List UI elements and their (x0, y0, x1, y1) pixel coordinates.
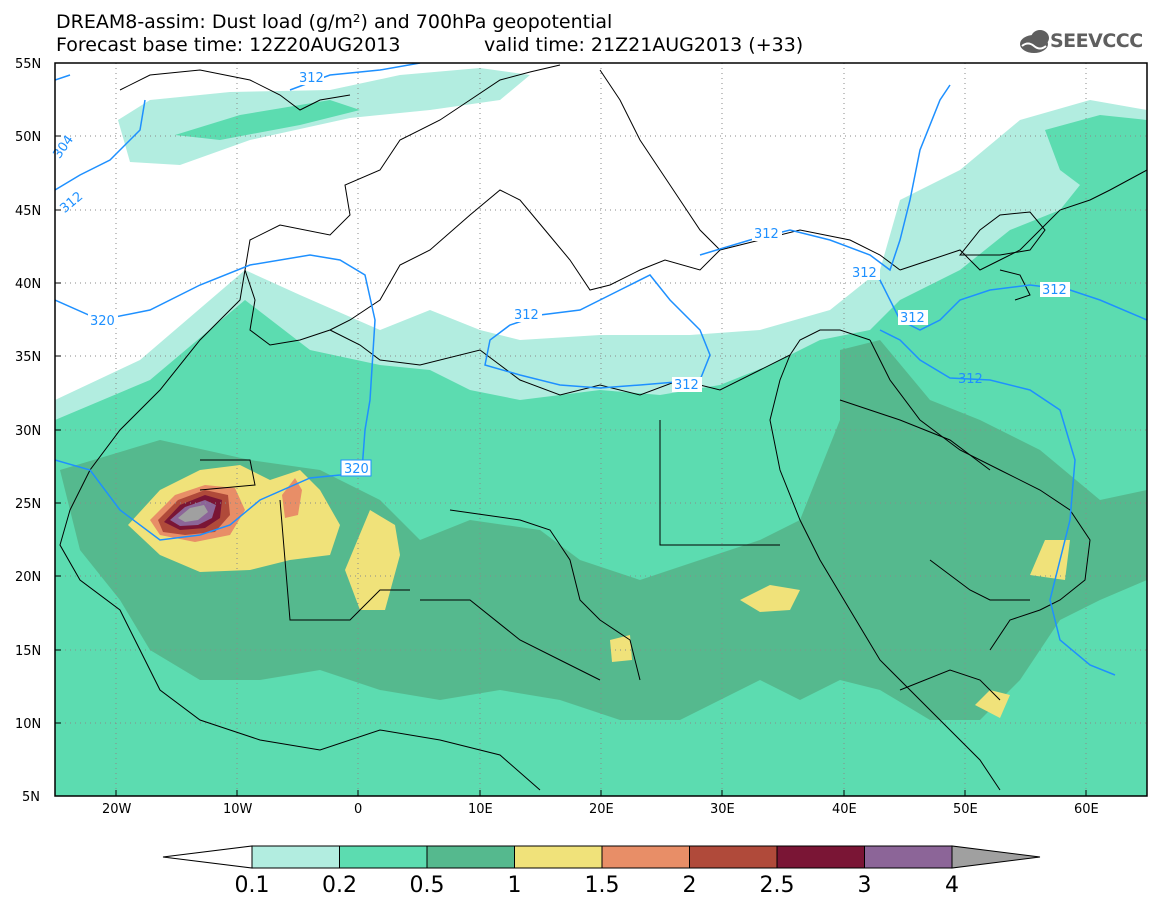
contour-labels: 312 304 312 320 320 312 312 312 312 312 … (50, 70, 1070, 477)
lat-label: 45N (15, 204, 41, 219)
logo (1020, 30, 1049, 53)
contour-label-320-sahara: 320 (344, 462, 369, 477)
contour-label-312-west: 312 (57, 189, 86, 216)
lat-label: 25N (15, 497, 41, 512)
lon-label: 20E (589, 802, 614, 817)
dust-level-1-c (1030, 540, 1070, 580)
dust-level-1-d (740, 585, 800, 612)
dust-level-1-e (975, 690, 1010, 718)
colorbar-box (864, 845, 953, 869)
lat-label: 10N (15, 717, 41, 732)
coastlines (59, 64, 1147, 791)
contour-label-312-east: 312 (1042, 283, 1067, 298)
lon-label: 30E (710, 802, 735, 817)
contour-label-320-west: 320 (90, 314, 115, 329)
lat-label: 35N (15, 350, 41, 365)
logo-text: SEEVCCC (1050, 30, 1143, 52)
lat-label: 5N (22, 790, 40, 805)
colorbar-label: 2 (683, 873, 697, 898)
contour-label-312-iran: 312 (958, 372, 983, 387)
lat-label: 30N (15, 424, 41, 439)
colorbar-labels: 0.1 0.2 0.5 1 1.5 2 2.5 3 4 (235, 873, 960, 898)
tick-marks (55, 135, 1087, 796)
lat-label: 40N (15, 277, 41, 292)
lat-label: 15N (15, 644, 41, 659)
colorbar-box (251, 845, 340, 869)
colorbar-label: 1 (508, 873, 522, 898)
dust-load-field (55, 68, 1147, 796)
colorbar-label: 1.5 (585, 873, 620, 898)
contour-label-312-libya: 312 (674, 378, 699, 393)
contour-label-312-turkey: 312 (852, 266, 877, 281)
colorbar-label: 0.5 (410, 873, 445, 898)
longitude-labels: 20W 10W 0 10E 20E 30E 40E 50E 60E (102, 802, 1099, 817)
lon-label: 50E (953, 802, 978, 817)
dust-level-1.5-b (282, 478, 302, 518)
lat-label: 55N (15, 57, 41, 72)
lon-label: 40E (832, 802, 857, 817)
dust-level-1-f (610, 635, 632, 662)
map-title: DREAM8-assim: Dust load (g/m²) and 700hP… (56, 11, 613, 33)
dust-level-0.2-north (175, 100, 360, 140)
dust-level-0.2-ne (1045, 115, 1147, 220)
contour-label-312-iraq: 312 (900, 311, 925, 326)
contour-label-312-italy: 312 (514, 308, 539, 323)
lon-label: 60E (1074, 802, 1099, 817)
colorbar-box (601, 845, 690, 869)
colorbar-label: 2.5 (760, 873, 795, 898)
lon-label: 10W (223, 802, 253, 817)
lat-label: 50N (15, 130, 41, 145)
dust-level-4 (178, 505, 208, 522)
latitude-labels: 55N 50N 45N 40N 35N 30N 25N 20N 15N 10N … (15, 57, 41, 805)
colorbar-label: 4 (945, 873, 959, 898)
colorbar: 0.1 0.2 0.5 1 1.5 2 2.5 3 4 (162, 845, 1041, 898)
lon-label: 0 (354, 802, 362, 817)
colorbar-box (426, 845, 515, 869)
colorbar-box (514, 845, 603, 869)
forecast-base-time: Forecast base time: 12Z20AUG2013 (56, 34, 401, 56)
dust-level-0.5 (60, 340, 1147, 720)
colorbar-label: 0.2 (322, 873, 357, 898)
colorbar-boxes (251, 845, 953, 869)
contour-label-312-north: 312 (299, 71, 324, 86)
valid-time: valid time: 21Z21AUG2013 (+33) (484, 34, 804, 56)
colorbar-box (689, 845, 778, 869)
colorbar-box (776, 845, 865, 869)
colorbar-box (339, 845, 428, 869)
colorbar-under-arrow (162, 845, 253, 869)
colorbar-label: 3 (858, 873, 872, 898)
colorbar-over-arrow (951, 845, 1041, 869)
graticule (55, 63, 1147, 796)
lon-label: 10E (468, 802, 493, 817)
lat-label: 20N (15, 570, 41, 585)
colorbar-label: 0.1 (235, 873, 270, 898)
lon-label: 20W (102, 802, 132, 817)
contour-label-312-blacksea: 312 (754, 227, 779, 242)
dust-level-1-b (345, 510, 400, 610)
